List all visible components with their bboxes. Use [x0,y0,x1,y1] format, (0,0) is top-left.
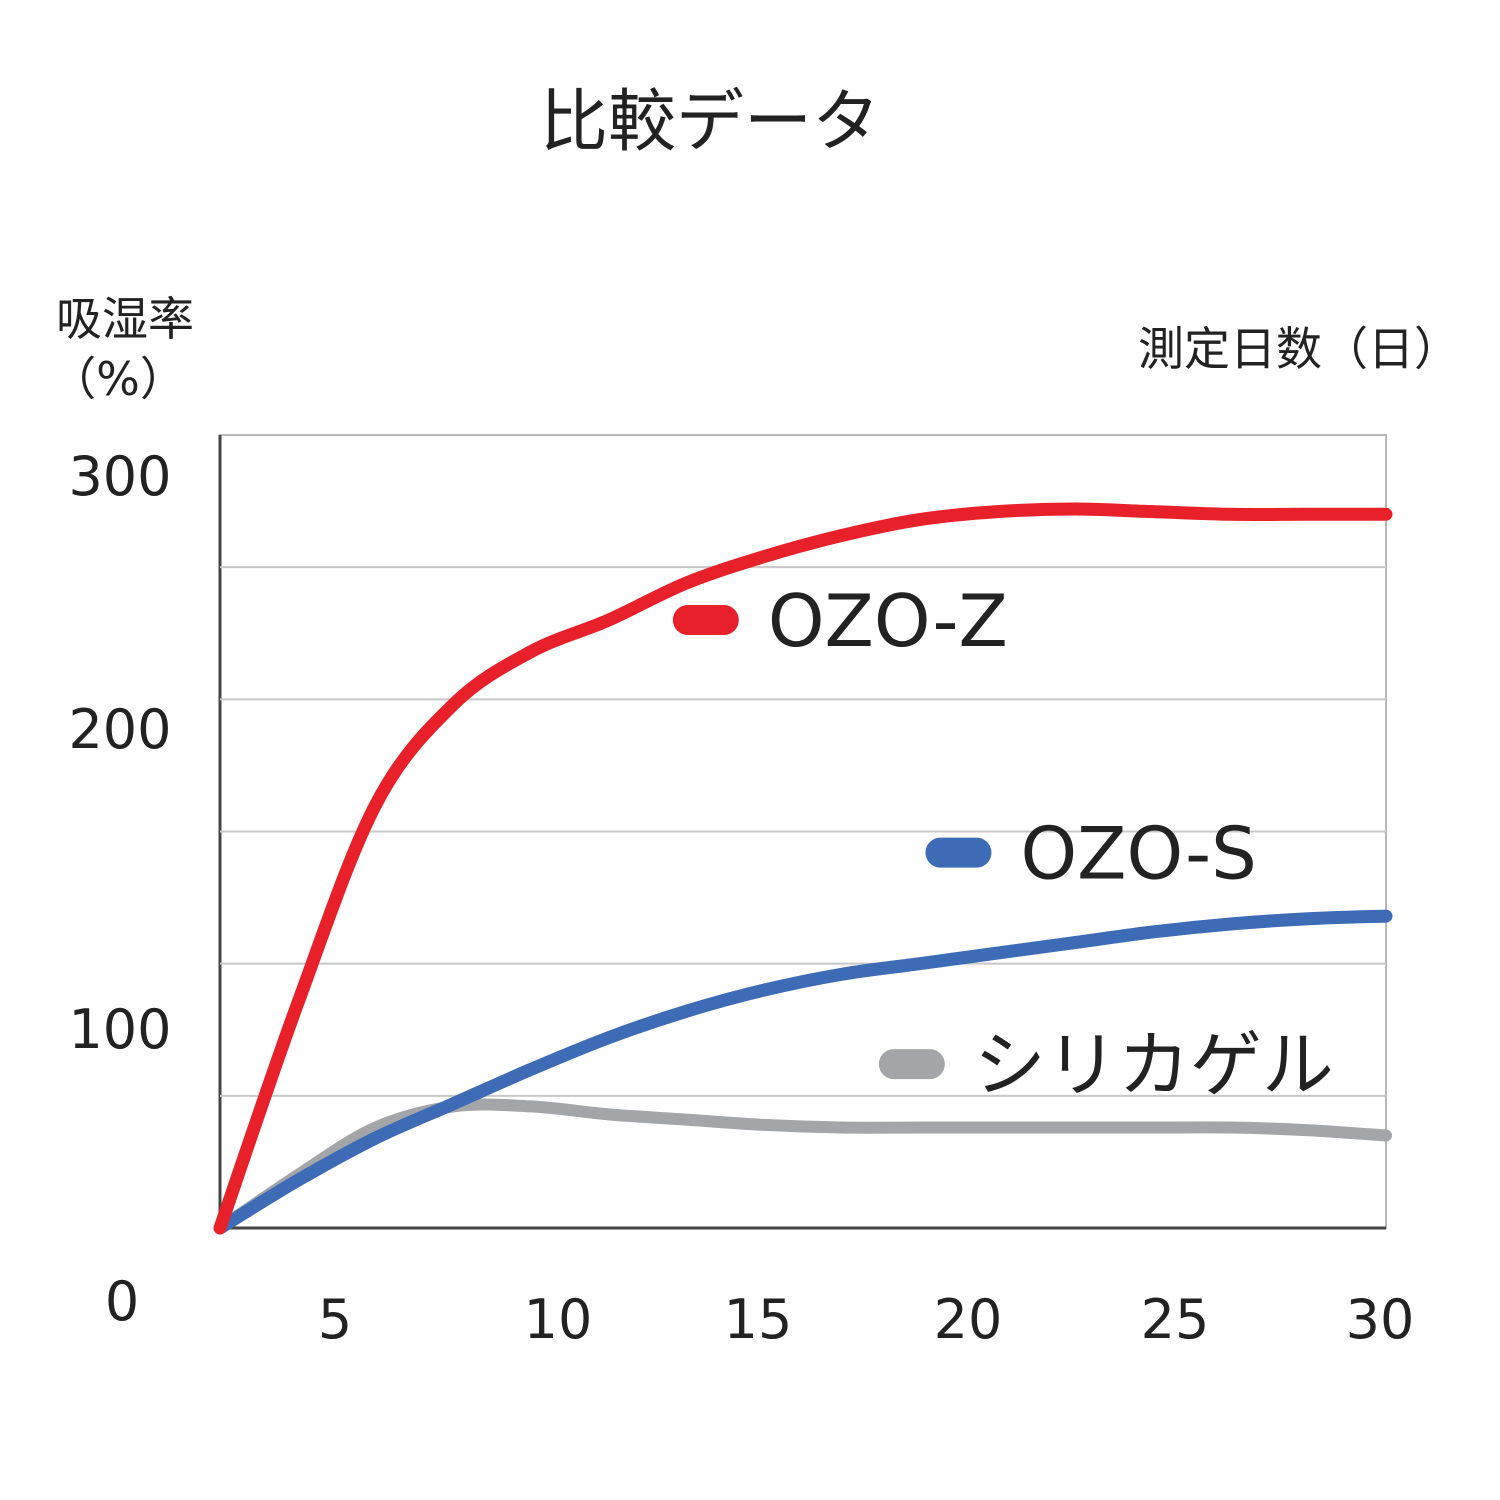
x-tick-label: 10 [524,1288,593,1351]
y-tick-label: 200 [68,698,171,761]
x-tick-label: 30 [1346,1288,1415,1351]
x-axis-label: 測定日数（日） [1138,322,1460,376]
x-tick-label: 15 [724,1288,793,1351]
series-line-シリカゲル [214,1098,1392,1234]
series-lines [213,502,1393,1235]
legend: OZO-Z OZO-S シリカゲル [672,579,1334,1107]
y-tick-labels: 300 200 100 0 [68,445,171,1333]
series-line-OZO-S [213,909,1393,1235]
gridlines [220,566,1386,1097]
series-line-OZO-Z [213,502,1393,1235]
x-tick-label: 5 [318,1288,352,1351]
y-tick-label: 0 [105,1270,139,1333]
y-axis-label-line2: （%） [50,352,186,406]
y-tick-label: 100 [68,998,171,1061]
x-tick-labels: 5 10 15 20 25 30 [318,1288,1415,1351]
y-axis-label-line1: 吸湿率 [56,292,194,346]
chart-title: 比較データ [540,83,880,162]
legend-label: OZO-S [1020,812,1256,896]
x-tick-label: 25 [1141,1288,1210,1351]
legend-label: OZO-Z [768,579,1008,663]
x-tick-label: 20 [934,1288,1003,1351]
legend-label: シリカゲル [974,1023,1334,1107]
y-tick-label: 300 [68,445,171,508]
